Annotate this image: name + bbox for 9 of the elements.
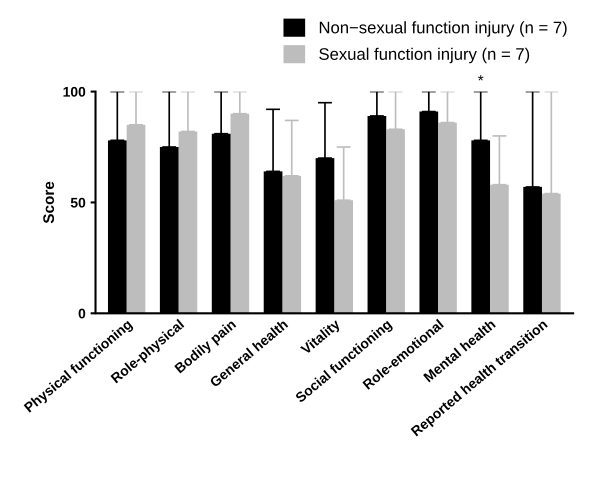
y-axis-title: Score [43, 182, 54, 224]
legend-label: Non−sexual function injury (n = 7) [320, 21, 567, 37]
y-tick-label: 50 [70, 198, 86, 208]
bar [542, 194, 561, 314]
annotation: * [478, 75, 484, 80]
y-tick-label: 100 [64, 86, 86, 97]
y-tick-label: 0 [78, 308, 86, 318]
bar [178, 131, 198, 314]
legend-label: Sexual function injury (n = 7) [319, 48, 530, 64]
